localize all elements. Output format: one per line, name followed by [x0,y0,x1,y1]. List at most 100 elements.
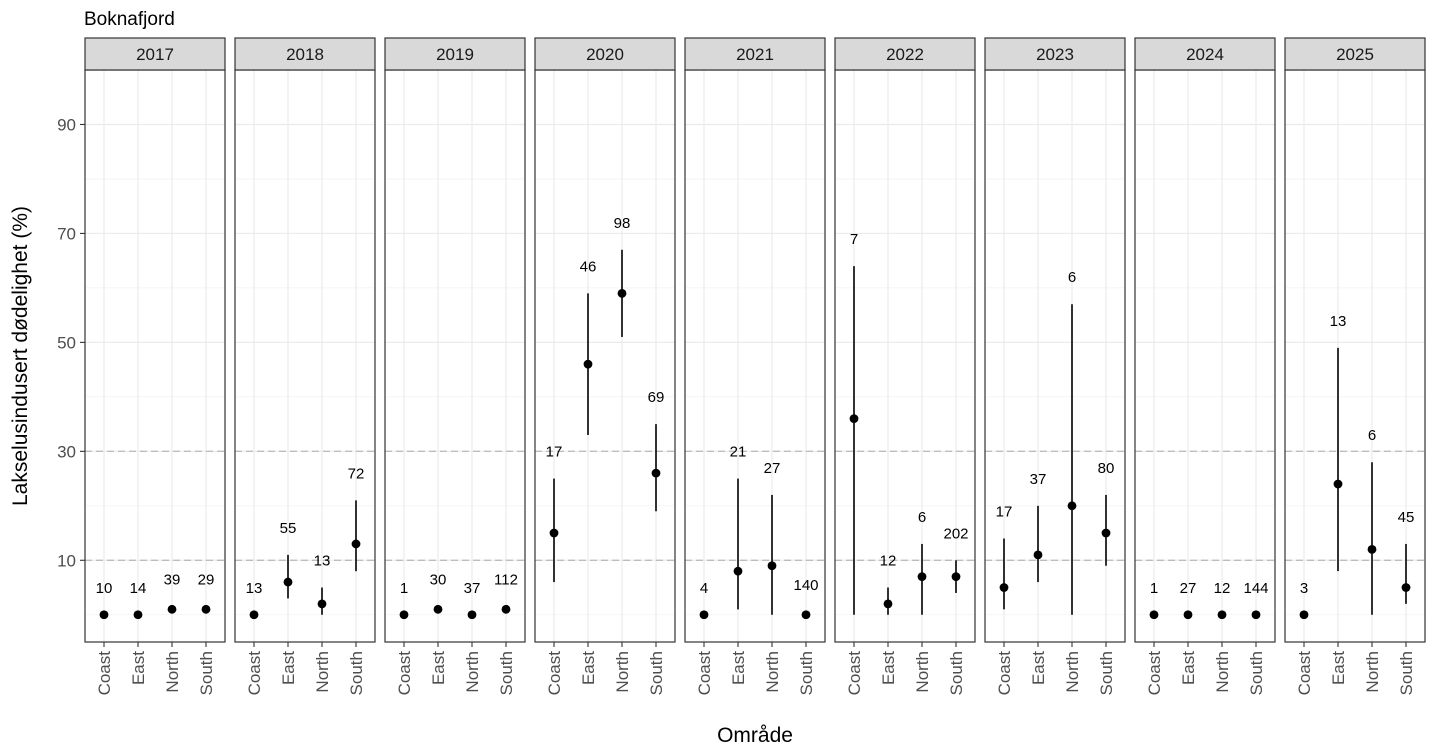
panel-background [535,70,675,642]
x-tick-label: Coast [995,651,1014,696]
data-point [1299,610,1309,620]
facet-strip [84,37,226,71]
sample-size-label: 144 [1243,580,1268,597]
sample-size-label: 46 [580,258,597,275]
data-point [1101,528,1111,538]
x-tick-label: East [429,651,448,685]
sample-size-label: 27 [764,460,781,477]
facet-strip [234,37,376,71]
x-tick-label: East [1029,651,1048,685]
data-point [733,566,743,576]
panel-2021: 4 21 27 140 2021 Coast East North South [684,37,826,695]
x-tick-label: East [1179,651,1198,685]
x-tick-label: East [279,651,298,685]
sample-size-label: 72 [348,465,365,482]
x-tick-label: South [197,651,216,695]
x-tick-label: South [497,651,516,695]
x-tick-label: Coast [1295,651,1314,696]
data-point [951,572,961,582]
data-point [583,359,593,369]
y-tick-label: 10 [57,551,76,570]
facet-strip [534,37,676,71]
data-point [1149,610,1159,620]
data-point [351,539,361,549]
sample-size-label: 10 [96,580,113,597]
data-point [699,610,709,620]
facet-strip-label: 2017 [136,45,174,64]
data-point [917,572,927,582]
panel-background [1135,70,1275,642]
panel-2020: 17 46 98 69 2020 Coast East North South [534,37,676,696]
data-point [1401,583,1411,592]
data-point [133,610,143,620]
data-point [201,604,211,614]
sample-size-label: 39 [164,572,181,589]
x-tick-label: North [1363,651,1382,693]
y-tick-label: 90 [57,115,76,134]
data-point [501,604,511,614]
data-point [801,610,811,620]
panel-2025: 3 13 6 45 2025 Coast East North South [1284,37,1426,696]
sample-size-label: 12 [1214,580,1231,597]
sample-size-label: 112 [494,572,518,589]
data-point [433,604,443,614]
x-tick-label: South [947,651,966,695]
data-point [317,599,327,609]
x-tick-label: East [879,651,898,685]
data-point [849,414,859,424]
data-point [249,610,259,620]
x-tick-label: South [797,651,816,695]
x-tick-label: North [313,651,332,693]
y-tick-label: 30 [57,442,76,461]
facet-strip [984,37,1126,71]
sample-size-label: 29 [198,572,215,589]
y-tick-label: 70 [57,224,76,243]
facet-strip [834,37,976,71]
x-tick-label: Coast [545,651,564,696]
facet-strip-label: 2021 [736,45,774,64]
facet-strip-label: 2023 [1036,45,1074,64]
data-point [1033,550,1043,560]
data-point [1367,544,1377,554]
data-point [767,561,777,571]
chart-title: Boknafjord [84,9,175,30]
x-tick-label: South [1247,651,1266,695]
panel-background [85,70,225,642]
data-point [1251,610,1261,620]
x-tick-label: North [613,651,632,693]
data-point [283,577,293,587]
x-axis-title: Område [717,724,793,747]
sample-size-label: 1 [1150,580,1158,597]
sample-size-label: 45 [1398,509,1415,526]
y-axis: 10 30 50 70 90 [57,115,85,570]
data-point [883,599,893,609]
sample-size-label: 27 [1180,580,1197,597]
sample-size-label: 6 [918,509,926,526]
facet-strip [1284,37,1426,71]
sample-size-label: 98 [614,215,631,232]
data-point [549,528,559,538]
data-point [399,610,409,620]
panel-background [235,70,375,642]
panel-background [385,70,525,642]
x-tick-label: South [647,651,666,695]
panel-background [985,70,1125,642]
sample-size-label: 3 [1300,580,1308,597]
panel-2019: 1 30 37 112 2019 Coast East North South [384,37,526,695]
panel-2017: 10 14 39 29 2017 Coast East North South [84,37,226,695]
sample-size-label: 6 [1068,269,1076,286]
y-axis-title: Lakselusindusert dødelighet (%) [9,206,32,506]
sample-size-label: 13 [314,553,331,570]
panel-2022: 7 12 6 202 2022 Coast East North South [834,37,976,695]
sample-size-label: 1 [400,580,408,597]
sample-size-label: 30 [430,572,447,589]
sample-size-label: 6 [1368,427,1376,444]
x-tick-label: North [1213,651,1232,693]
facet-strip [684,37,826,71]
data-point [999,583,1009,592]
sample-size-label: 7 [850,231,858,248]
data-point [651,468,661,478]
x-tick-label: South [347,651,366,695]
data-point [167,604,177,614]
y-tick-label: 50 [57,333,76,352]
